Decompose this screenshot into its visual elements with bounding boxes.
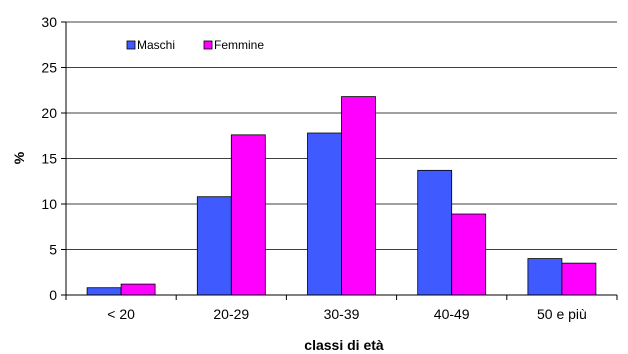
y-tick-label: 0	[49, 287, 57, 303]
bar-maschi-0	[86, 287, 122, 296]
y-tick-label: 5	[49, 242, 57, 258]
bar-maschi-4	[527, 258, 563, 296]
bar-femmine-0	[120, 283, 156, 296]
legend-swatch-maschi	[126, 40, 136, 50]
y-tick-label: 30	[41, 14, 57, 30]
x-tick-labels: < 20 20-29 30-39 40-49 50 e più	[65, 295, 618, 322]
x-tick-label: 50 e più	[537, 306, 587, 322]
x-tick-label: 20-29	[213, 306, 249, 322]
x-axis-label: classi di età	[304, 337, 384, 353]
y-tick-label: 20	[41, 105, 57, 121]
x-tick-label: 30-39	[324, 306, 360, 322]
y-tick-label: 10	[41, 196, 57, 212]
bar-maschi-1	[196, 196, 232, 296]
x-tick-label: 40-49	[434, 306, 470, 322]
bars-group	[86, 96, 597, 296]
y-tick-label: 15	[41, 151, 57, 167]
y-tick-labels: 0 5 10 15 20 25 30	[41, 14, 66, 303]
bar-maschi-3	[417, 169, 453, 296]
bar-femmine-3	[451, 213, 487, 296]
x-tick-label: < 20	[107, 306, 135, 322]
bar-maschi-2	[307, 132, 342, 296]
bar-femmine-4	[561, 262, 597, 296]
legend-label-maschi: Maschi	[137, 38, 175, 52]
legend-swatch-femmine	[203, 40, 213, 50]
bar-femmine-2	[341, 96, 376, 296]
y-tick-label: 25	[41, 60, 57, 76]
y-axis-label: %	[11, 151, 27, 164]
legend-label-femmine: Femmine	[214, 38, 264, 52]
legend: Maschi Femmine	[126, 38, 264, 52]
bar-femmine-1	[230, 134, 266, 296]
